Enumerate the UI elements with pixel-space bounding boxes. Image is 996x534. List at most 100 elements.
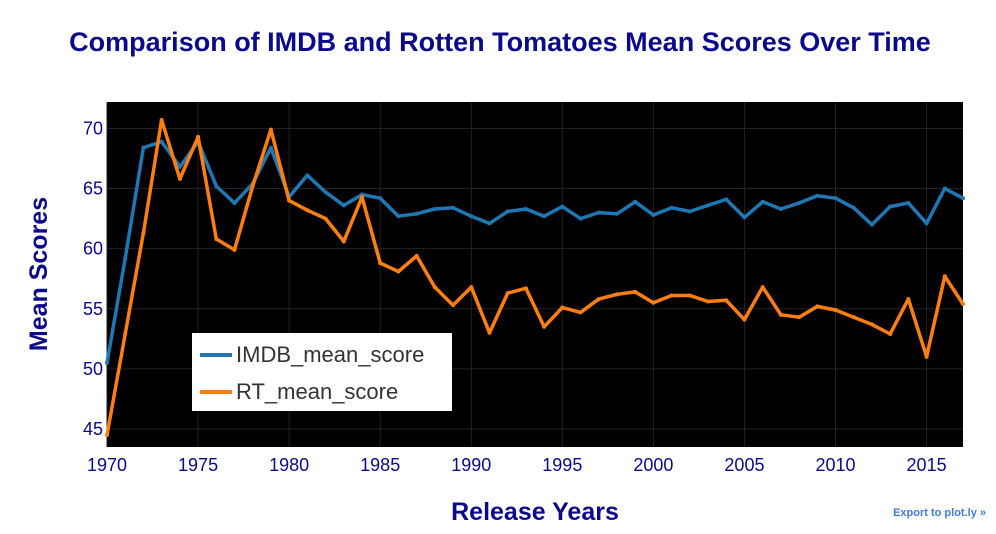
legend-item-imdb[interactable]: IMDB_mean_score	[200, 342, 424, 367]
data-point-rt[interactable]	[961, 301, 965, 306]
data-point-imdb[interactable]	[797, 200, 802, 205]
data-point-rt[interactable]	[669, 293, 674, 298]
data-point-imdb[interactable]	[214, 184, 219, 189]
data-point-rt[interactable]	[560, 305, 565, 310]
data-point-rt[interactable]	[724, 298, 729, 303]
data-point-imdb[interactable]	[833, 196, 838, 201]
data-point-rt[interactable]	[815, 304, 820, 309]
data-point-imdb[interactable]	[778, 206, 783, 211]
data-point-imdb[interactable]	[123, 256, 128, 261]
data-point-imdb[interactable]	[687, 209, 692, 214]
data-point-imdb[interactable]	[523, 206, 528, 211]
data-point-imdb[interactable]	[141, 145, 146, 150]
data-point-rt[interactable]	[596, 297, 601, 302]
data-point-rt[interactable]	[760, 285, 765, 290]
data-point-imdb[interactable]	[651, 212, 656, 217]
data-point-imdb[interactable]	[396, 214, 401, 219]
data-point-imdb[interactable]	[469, 214, 474, 219]
data-point-rt[interactable]	[633, 289, 638, 294]
data-point-rt[interactable]	[214, 237, 219, 242]
data-point-rt[interactable]	[742, 317, 747, 322]
data-point-rt[interactable]	[888, 332, 893, 337]
data-point-imdb[interactable]	[542, 214, 547, 219]
data-point-rt[interactable]	[487, 330, 492, 335]
data-point-rt[interactable]	[687, 293, 692, 298]
data-point-imdb[interactable]	[760, 199, 765, 204]
data-point-rt[interactable]	[542, 324, 547, 329]
data-point-rt[interactable]	[869, 322, 874, 327]
data-point-rt[interactable]	[578, 310, 583, 315]
data-point-rt[interactable]	[833, 307, 838, 312]
data-point-rt[interactable]	[942, 274, 947, 279]
data-point-imdb[interactable]	[177, 164, 182, 169]
data-point-rt[interactable]	[105, 432, 109, 437]
data-point-rt[interactable]	[232, 247, 237, 252]
data-point-rt[interactable]	[505, 291, 510, 296]
data-point-rt[interactable]	[778, 312, 783, 317]
data-point-imdb[interactable]	[669, 205, 674, 210]
data-point-imdb[interactable]	[633, 199, 638, 204]
data-point-rt[interactable]	[432, 285, 437, 290]
data-point-imdb[interactable]	[451, 205, 456, 210]
data-point-imdb[interactable]	[596, 210, 601, 215]
series-line-imdb[interactable]	[105, 139, 965, 365]
data-point-imdb[interactable]	[706, 203, 711, 208]
series-line-rt[interactable]	[105, 118, 965, 437]
data-point-imdb[interactable]	[159, 139, 164, 144]
data-point-imdb[interactable]	[268, 145, 273, 150]
data-point-rt[interactable]	[359, 194, 364, 199]
export-to-plotly-link[interactable]: Export to plot.ly »	[893, 507, 986, 519]
legend[interactable]: IMDB_mean_score RT_mean_score	[192, 333, 452, 411]
data-point-imdb[interactable]	[414, 211, 419, 216]
data-point-imdb[interactable]	[432, 206, 437, 211]
data-point-rt[interactable]	[523, 286, 528, 291]
data-point-rt[interactable]	[651, 300, 656, 305]
data-point-rt[interactable]	[906, 297, 911, 302]
data-point-imdb[interactable]	[724, 197, 729, 202]
data-point-imdb[interactable]	[942, 186, 947, 191]
data-point-rt[interactable]	[268, 127, 273, 132]
data-point-rt[interactable]	[924, 354, 929, 359]
data-point-rt[interactable]	[378, 261, 383, 266]
legend-item-rt[interactable]: RT_mean_score	[200, 379, 398, 404]
data-point-rt[interactable]	[196, 134, 201, 139]
data-point-imdb[interactable]	[560, 204, 565, 209]
data-point-rt[interactable]	[250, 184, 255, 189]
data-point-imdb[interactable]	[742, 215, 747, 220]
data-point-imdb[interactable]	[924, 221, 929, 226]
data-point-imdb[interactable]	[505, 209, 510, 214]
data-point-rt[interactable]	[614, 292, 619, 297]
data-point-rt[interactable]	[141, 231, 146, 236]
data-point-imdb[interactable]	[869, 222, 874, 227]
data-point-imdb[interactable]	[341, 203, 346, 208]
data-point-rt[interactable]	[177, 176, 182, 181]
data-point-rt[interactable]	[123, 332, 128, 337]
data-point-rt[interactable]	[451, 303, 456, 308]
y-tick-label: 65	[83, 179, 103, 199]
data-point-rt[interactable]	[851, 315, 856, 320]
data-point-rt[interactable]	[414, 253, 419, 258]
data-point-rt[interactable]	[797, 315, 802, 320]
data-point-imdb[interactable]	[906, 200, 911, 205]
data-point-imdb[interactable]	[888, 204, 893, 209]
data-point-rt[interactable]	[323, 216, 328, 221]
data-point-rt[interactable]	[706, 299, 711, 304]
data-point-imdb[interactable]	[851, 205, 856, 210]
data-point-imdb[interactable]	[614, 211, 619, 216]
data-point-rt[interactable]	[305, 208, 310, 213]
data-point-imdb[interactable]	[961, 196, 965, 201]
data-point-imdb[interactable]	[232, 200, 237, 205]
data-point-imdb[interactable]	[487, 221, 492, 226]
x-axis-title: Release Years	[451, 498, 619, 526]
data-point-imdb[interactable]	[105, 360, 109, 365]
data-point-imdb[interactable]	[305, 173, 310, 178]
data-point-imdb[interactable]	[378, 196, 383, 201]
data-point-imdb[interactable]	[815, 193, 820, 198]
data-point-imdb[interactable]	[578, 216, 583, 221]
data-point-rt[interactable]	[287, 198, 292, 203]
data-point-rt[interactable]	[469, 285, 474, 290]
data-point-rt[interactable]	[159, 118, 164, 123]
data-point-rt[interactable]	[396, 269, 401, 274]
data-point-imdb[interactable]	[323, 190, 328, 195]
data-point-rt[interactable]	[341, 239, 346, 244]
